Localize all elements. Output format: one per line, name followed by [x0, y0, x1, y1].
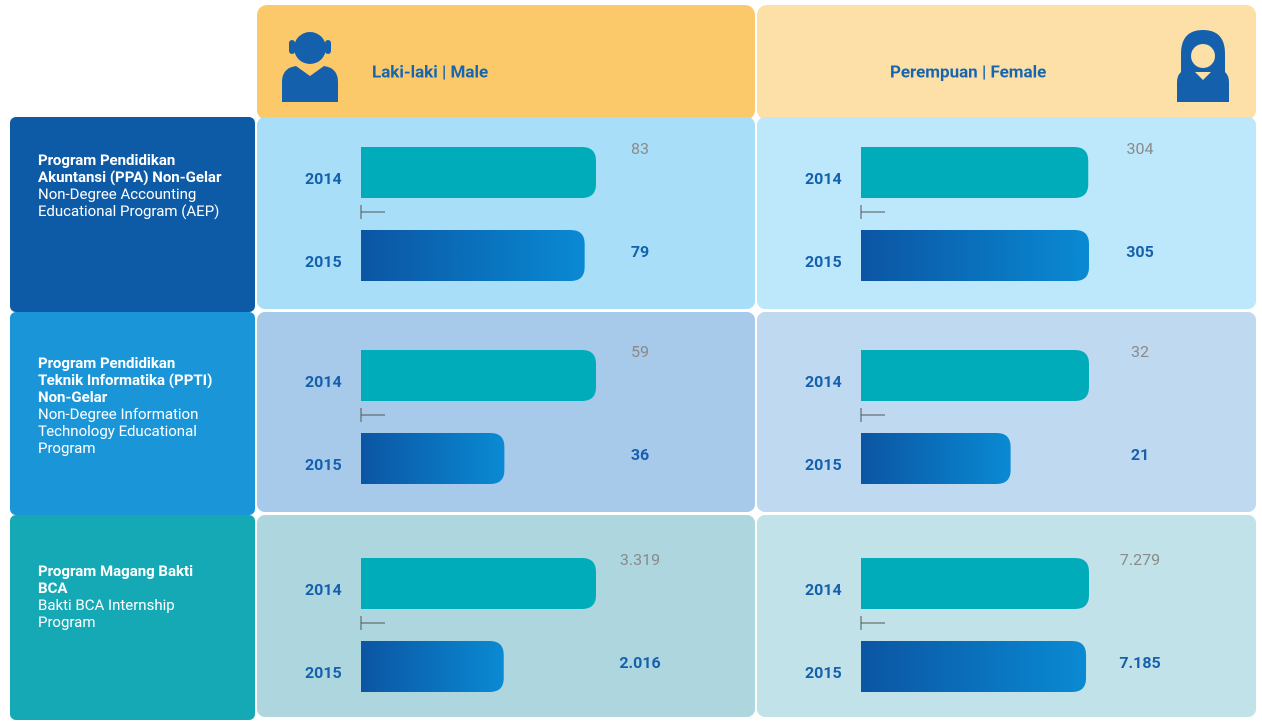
bar — [861, 350, 1089, 401]
separator — [860, 408, 885, 422]
male-header: Laki-laki | Male — [372, 62, 488, 82]
bar — [361, 433, 505, 484]
year-label: 2015 — [805, 252, 842, 271]
bar — [861, 230, 1089, 281]
value-label: 79 — [631, 242, 649, 261]
program-name-en: Non-Degree Information Technology Educat… — [38, 405, 199, 457]
value-label: 21 — [1131, 445, 1149, 464]
program-name: Program Pendidikan Akuntansi (PPA) Non-G… — [38, 151, 222, 186]
separator — [360, 616, 385, 630]
male-header-bg — [257, 5, 755, 120]
bar — [861, 433, 1011, 484]
bar — [361, 558, 596, 609]
female-icon — [1177, 30, 1229, 102]
row-label: Program Magang Bakti BCA Bakti BCA Intern… — [38, 563, 223, 631]
year-label: 2015 — [305, 252, 342, 271]
row-label-bg — [10, 515, 255, 720]
program-name-en: Bakti BCA Internship Program — [38, 596, 175, 631]
male-cell-bg — [257, 515, 755, 717]
value-label: 83 — [631, 139, 649, 158]
value-label: 36 — [631, 445, 649, 464]
value-label: 2.016 — [619, 653, 660, 672]
year-label: 2015 — [805, 455, 842, 474]
year-label: 2014 — [305, 372, 342, 391]
value-label: 305 — [1126, 242, 1154, 261]
row-label: Program Pendidikan Akuntansi (PPA) Non-G… — [38, 152, 223, 220]
year-label: 2015 — [805, 663, 842, 682]
value-label: 7.185 — [1119, 653, 1160, 672]
row-label-bg — [10, 117, 255, 312]
year-label: 2014 — [305, 580, 342, 599]
bar — [861, 147, 1089, 198]
female-header: Perempuan | Female — [890, 62, 1046, 82]
bar — [361, 147, 596, 198]
value-label: 32 — [1131, 342, 1149, 361]
year-label: 2014 — [805, 372, 842, 391]
program-name-en: Non-Degree Accounting Educational Progra… — [38, 185, 220, 220]
separator — [360, 205, 385, 219]
program-name: Program Pendidikan Teknik Informatika (P… — [38, 354, 213, 406]
separator — [860, 205, 885, 219]
female-header-bg — [757, 5, 1256, 120]
male-cell-bg — [257, 312, 755, 512]
year-label: 2015 — [305, 455, 342, 474]
bar — [861, 558, 1089, 609]
year-label: 2014 — [305, 169, 342, 188]
value-label: 3.319 — [620, 550, 660, 569]
value-label: 59 — [631, 342, 649, 361]
row-label: Program Pendidikan Teknik Informatika (P… — [38, 355, 223, 457]
bar — [361, 641, 504, 692]
year-label: 2014 — [805, 169, 842, 188]
bar — [361, 230, 585, 281]
year-label: 2014 — [805, 580, 842, 599]
separator — [360, 408, 385, 422]
separator — [860, 616, 885, 630]
row-label-bg — [10, 312, 255, 515]
value-label: 304 — [1127, 139, 1154, 158]
bar — [861, 641, 1087, 692]
female-cell-bg — [757, 312, 1256, 512]
program-name: Program Magang Bakti BCA — [38, 562, 194, 597]
year-label: 2015 — [305, 663, 342, 682]
bar — [361, 350, 596, 401]
value-label: 7.279 — [1120, 550, 1160, 569]
male-icon — [282, 32, 338, 102]
